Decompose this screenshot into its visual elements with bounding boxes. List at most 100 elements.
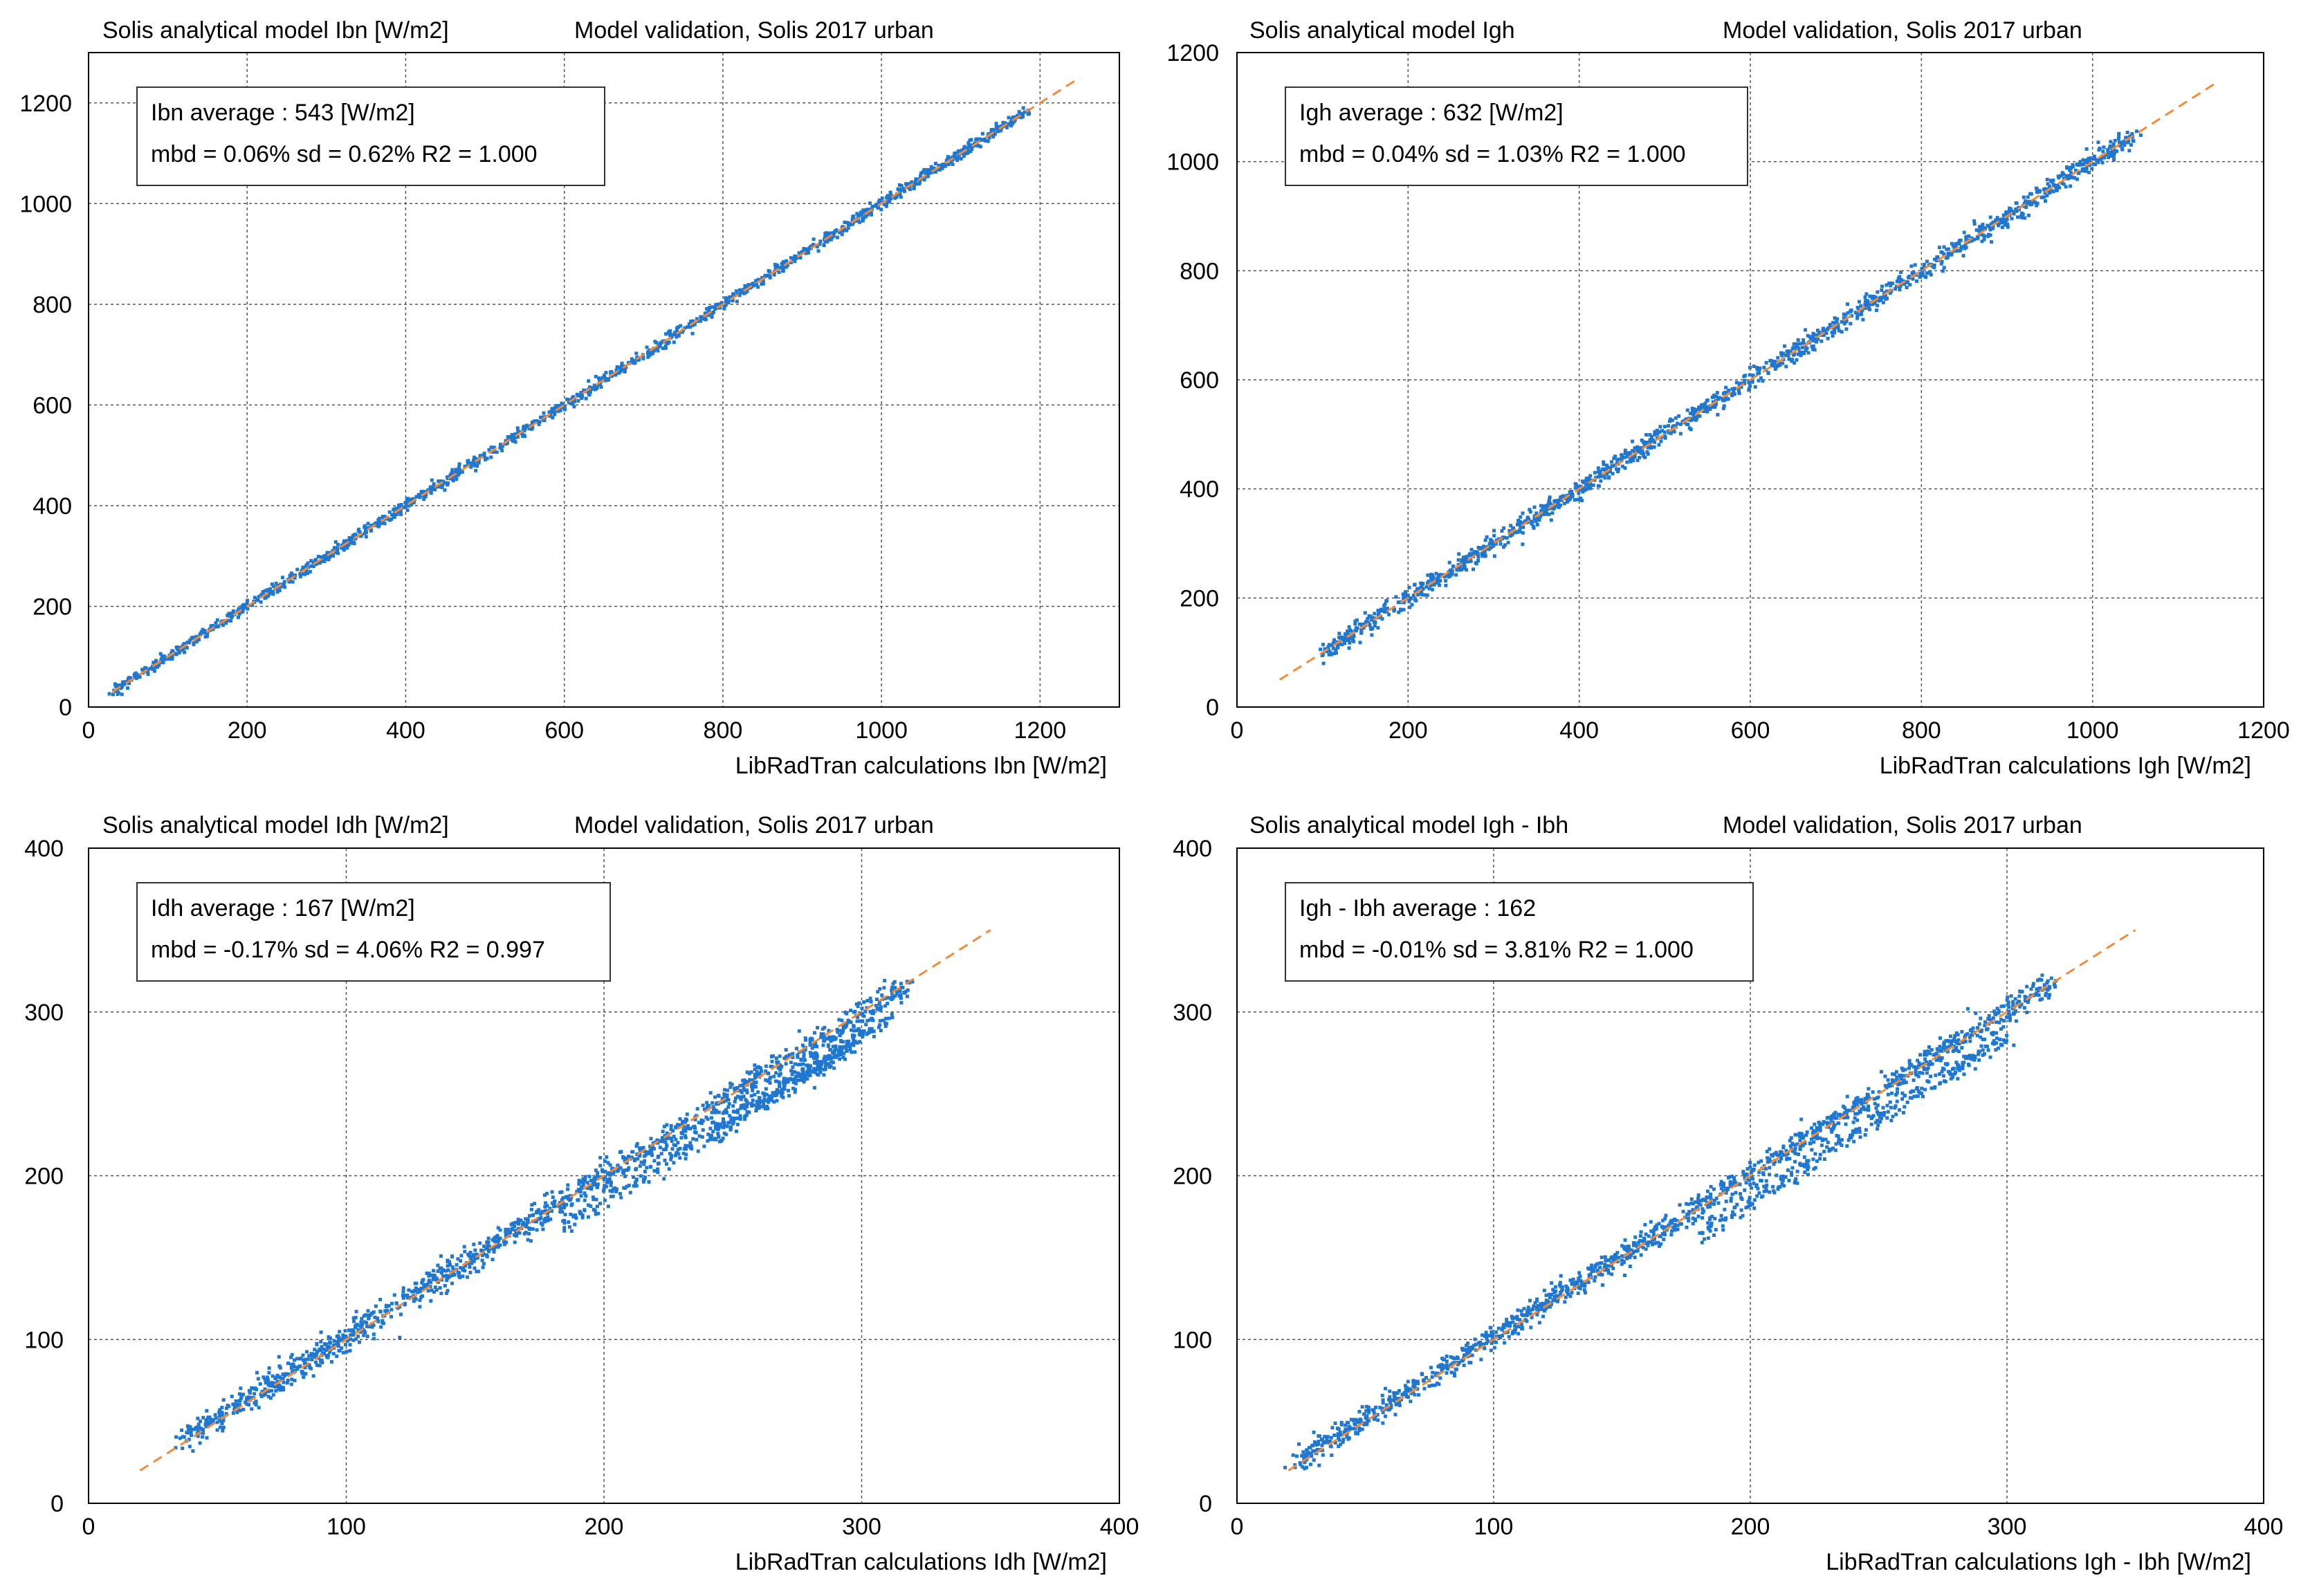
data-point (1426, 573, 1430, 577)
data-point (1908, 275, 1912, 279)
data-point (764, 1069, 768, 1073)
data-point (1753, 385, 1757, 389)
data-point (580, 1213, 585, 1218)
data-point (1844, 313, 1848, 317)
data-point (791, 1080, 796, 1084)
data-point (977, 144, 981, 148)
data-point (836, 1030, 840, 1034)
data-point (387, 1304, 391, 1308)
data-point (782, 1080, 786, 1084)
data-point (855, 212, 859, 216)
data-point (773, 1079, 778, 1083)
data-point (307, 1363, 311, 1367)
data-point (888, 190, 892, 194)
data-point (1669, 1229, 1674, 1233)
data-point (535, 1210, 539, 1214)
data-point (776, 266, 780, 270)
data-point (2019, 211, 2024, 215)
data-point (542, 411, 546, 415)
data-point (750, 1078, 754, 1082)
data-point (499, 442, 503, 446)
data-point (1931, 264, 1935, 268)
data-point (1338, 1430, 1342, 1434)
data-point (678, 1123, 682, 1127)
data-point (248, 1395, 253, 1400)
data-point (280, 585, 284, 589)
data-point (1021, 106, 1025, 110)
data-point (693, 1124, 697, 1128)
data-point (299, 1356, 303, 1360)
data-point (1863, 295, 1867, 299)
data-point (880, 196, 884, 201)
data-point (1952, 246, 1956, 250)
data-point (445, 1278, 449, 1283)
data-point (1655, 1223, 1659, 1227)
data-point (1793, 361, 1797, 365)
data-point (761, 1103, 765, 1107)
data-point (603, 378, 607, 383)
data-point (1904, 280, 1908, 284)
data-point (800, 1067, 805, 1072)
data-point (1494, 542, 1498, 546)
data-point (855, 1040, 859, 1045)
data-point (1001, 120, 1005, 125)
data-point (687, 322, 691, 326)
data-point (389, 1314, 394, 1319)
data-point (875, 204, 879, 208)
data-point (682, 1147, 686, 1151)
data-point (913, 181, 917, 185)
stats-line-average: Igh average : 632 [W/m2] (1299, 100, 1564, 126)
data-point (2004, 210, 2008, 214)
data-point (405, 1296, 410, 1300)
data-point (764, 1092, 769, 1097)
data-point (1831, 334, 1835, 338)
data-point (722, 1100, 726, 1104)
data-point (1959, 246, 1963, 250)
data-point (1732, 392, 1736, 396)
data-point (1773, 367, 1777, 371)
data-point (432, 1269, 436, 1273)
data-point (893, 994, 897, 998)
data-point (888, 199, 892, 203)
data-point (778, 1084, 782, 1088)
data-point (817, 1060, 821, 1064)
data-point (827, 1065, 832, 1070)
data-point (1891, 1072, 1895, 1076)
x-tick-label: 1000 (855, 717, 908, 744)
data-point (1550, 511, 1555, 515)
data-point (313, 1348, 317, 1352)
data-point (1977, 229, 1981, 233)
data-point (2084, 147, 2089, 151)
data-point (1501, 545, 1505, 549)
data-point (1548, 495, 1552, 499)
data-point (253, 1386, 257, 1391)
data-point (639, 1174, 643, 1178)
data-point (812, 1031, 816, 1035)
data-point (1599, 1255, 1604, 1259)
data-point (679, 1136, 684, 1140)
data-point (1748, 365, 1752, 369)
x-axis-label: LibRadTran calculations Idh [W/m2] (735, 1549, 1107, 1575)
data-point (1625, 455, 1629, 459)
data-point (1521, 511, 1525, 515)
data-point (504, 442, 508, 446)
data-point (537, 1217, 541, 1221)
data-point (1959, 238, 1963, 242)
data-point (1845, 302, 1849, 306)
data-point (765, 1104, 769, 1108)
data-point (1622, 455, 1626, 459)
data-point (1849, 309, 1853, 313)
data-point (794, 1088, 798, 1092)
data-point (290, 1377, 294, 1382)
data-point (348, 1348, 352, 1352)
data-point (829, 1060, 833, 1064)
data-point (1678, 422, 1683, 426)
data-point (797, 251, 801, 255)
data-point (194, 634, 199, 639)
data-point (714, 1122, 718, 1126)
data-point (199, 631, 203, 635)
data-point (1339, 635, 1344, 639)
data-point (717, 1110, 721, 1115)
data-point (843, 1010, 847, 1014)
data-point (684, 1118, 688, 1122)
